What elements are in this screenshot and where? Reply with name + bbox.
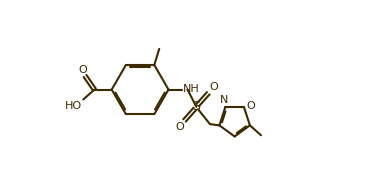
Text: NH: NH: [183, 84, 200, 94]
Text: O: O: [79, 64, 88, 74]
Text: O: O: [175, 122, 184, 132]
Text: O: O: [209, 82, 218, 92]
Text: O: O: [246, 101, 255, 111]
Text: N: N: [220, 95, 228, 105]
Text: S: S: [192, 100, 200, 113]
Text: HO: HO: [65, 101, 82, 111]
